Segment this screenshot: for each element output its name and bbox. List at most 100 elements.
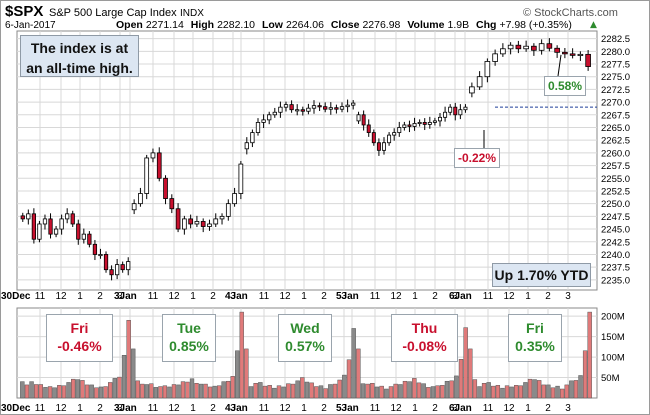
volume-bar	[57, 385, 62, 399]
candle-body	[244, 142, 249, 150]
price-x-tick: 1	[525, 291, 531, 302]
price-y-tick: 2272.5	[601, 85, 630, 96]
volume-value: 1.9B	[447, 19, 469, 31]
price-x-tick: 2	[432, 291, 438, 302]
volume-bar	[555, 385, 560, 399]
volume-bar	[253, 383, 258, 399]
volume-bar	[444, 380, 450, 399]
volume-bar	[94, 387, 99, 399]
candle-body	[387, 134, 392, 144]
volume-x-tick: 12	[503, 403, 515, 414]
volume-x-tick: 3	[230, 403, 236, 414]
close-label: Close	[331, 19, 360, 31]
volume-bar	[578, 375, 583, 399]
volume-bar	[258, 382, 263, 399]
chg-up-icon: ▲	[590, 20, 597, 30]
candle-body	[37, 223, 42, 240]
price-x-tick: 2	[321, 291, 327, 302]
candle-body	[585, 53, 591, 67]
volume-bar	[454, 375, 459, 399]
candle-body	[311, 105, 317, 109]
price-x-tick: 11	[148, 291, 159, 302]
candle-body	[500, 48, 506, 55]
volume-bar	[276, 385, 282, 399]
price-y-tick: 2275.0	[601, 72, 630, 83]
volume-bar	[486, 382, 491, 399]
volume-x-tick: 11	[483, 403, 494, 414]
price-y-tick: 2235.0	[601, 275, 630, 286]
volume-x-tick: 12	[390, 403, 402, 414]
candle-body	[334, 107, 339, 110]
candle-body	[392, 132, 397, 136]
index-name-text: S&P 500 Large Cap Index	[49, 7, 177, 19]
candle-body	[278, 106, 283, 113]
candle-body	[328, 107, 333, 110]
candle-body	[376, 142, 381, 151]
volume-x-tick: 2	[321, 403, 327, 414]
volume-bar	[573, 380, 579, 399]
day-box-5-day: Fri	[526, 320, 544, 336]
volume-bar	[430, 386, 436, 399]
brand-text: © StockCharts.com	[523, 7, 618, 19]
volume-bar	[98, 386, 104, 399]
price-y-tick: 2252.5	[601, 186, 630, 197]
volume-bar	[126, 320, 131, 399]
price-x-tick: 5Jan	[336, 291, 359, 302]
volume-bar	[20, 381, 25, 399]
peak-pct-text: 0.58%	[548, 79, 583, 93]
volume-bar	[304, 381, 310, 399]
volume-bar	[412, 378, 417, 399]
volume-x-tick: 11	[370, 403, 381, 414]
candle-body	[507, 44, 514, 50]
price-x-tick: 3	[452, 291, 458, 302]
low-label: Low	[262, 19, 284, 31]
volume-bar	[309, 382, 314, 399]
volume-bar	[189, 378, 195, 399]
volume-bar	[500, 387, 505, 399]
day-box-1-day: Fri	[70, 320, 89, 336]
volume-bar	[360, 383, 366, 399]
volume-x-tick: 1	[77, 403, 83, 414]
volume-y-tick: 100M	[601, 353, 625, 364]
day-box-1: Fri -0.46%	[46, 314, 113, 362]
volume-bar	[402, 380, 408, 399]
candle-body	[356, 114, 361, 122]
volume-bar	[435, 385, 440, 399]
candle-body	[232, 193, 237, 205]
high-label: High	[191, 19, 214, 31]
volume-x-tick: 11	[35, 403, 46, 414]
volume-bar	[162, 385, 168, 399]
day-box-5: Fri 0.35%	[508, 314, 562, 362]
volume-bar	[33, 384, 39, 399]
volume-bar	[281, 386, 286, 399]
candle-body	[92, 243, 98, 255]
price-x-tick: 12	[168, 291, 180, 302]
candle-body	[87, 233, 92, 245]
price-y-tick: 2255.0	[601, 174, 630, 185]
volume-bar	[468, 348, 473, 399]
volume-x-tick: 2	[432, 403, 438, 414]
candle-body	[26, 213, 31, 220]
candle-body	[53, 228, 59, 235]
price-y-tick: 2262.5	[601, 136, 630, 147]
candle-body	[453, 106, 458, 116]
volume-bar	[43, 387, 48, 399]
volume-bar	[244, 348, 249, 399]
candle-body	[255, 122, 261, 133]
volume-bar	[61, 385, 67, 399]
ohlc-line: Open 2271.14 High 2282.10 Low 2264.06 Close…	[116, 19, 572, 31]
volume-bar	[379, 385, 384, 399]
volume-bar	[38, 384, 44, 399]
candle-body	[476, 76, 483, 88]
volume-bar	[70, 378, 76, 399]
day-box-3-pct: 0.57%	[285, 338, 325, 354]
price-x-tick: 1	[412, 291, 418, 302]
volume-bar	[332, 383, 338, 399]
candle-body	[397, 127, 402, 133]
volume-x-tick: 4Jan	[225, 403, 248, 414]
volume-y-tick: 50M	[601, 373, 620, 384]
volume-bar	[328, 384, 333, 399]
volume-bar	[180, 381, 186, 399]
candle-body	[463, 106, 468, 111]
volume-bar	[248, 386, 254, 399]
